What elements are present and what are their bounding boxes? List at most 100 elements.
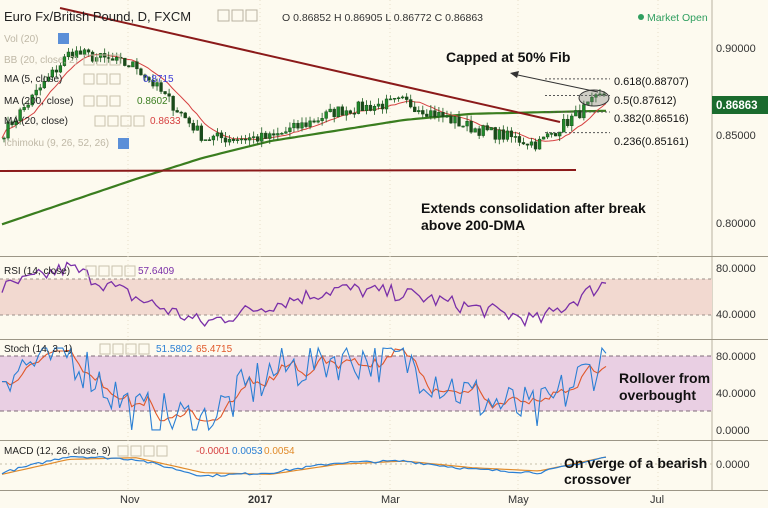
ichimoku-label: Ichimoku (9, 26, 52, 26) xyxy=(4,138,109,149)
rsi-visibility-button[interactable] xyxy=(85,265,97,277)
ma200-visibility-button[interactable] xyxy=(83,95,95,107)
candle xyxy=(260,127,264,148)
rsi-more-button[interactable] xyxy=(124,265,136,277)
candle-body xyxy=(433,110,437,118)
stoch-visibility-button[interactable] xyxy=(99,343,111,355)
legend-buttons[interactable] xyxy=(83,54,145,127)
candle-body xyxy=(316,120,320,123)
candle-body xyxy=(276,133,280,136)
ma200-settings-button[interactable] xyxy=(96,95,108,107)
ma20-settings-button[interactable] xyxy=(107,115,119,127)
candle xyxy=(155,78,159,91)
ohlc-values: O 0.86852 H 0.86905 L 0.86772 C 0.86863 xyxy=(282,12,483,24)
candle-body xyxy=(272,133,276,136)
rsi-settings-button[interactable] xyxy=(98,265,110,277)
header-close-button[interactable] xyxy=(245,9,258,22)
candle xyxy=(115,52,119,64)
ichimoku-toggle-icon[interactable] xyxy=(118,138,129,149)
candle-body xyxy=(296,122,300,129)
candle-body xyxy=(562,118,566,133)
ma5-visibility-button[interactable] xyxy=(83,73,95,85)
annotation-capped: Capped at 50% Fib xyxy=(446,49,570,65)
vol-toggle-icon[interactable] xyxy=(58,33,69,44)
candle-body xyxy=(437,111,441,118)
candle xyxy=(231,137,236,144)
ma20-visibility-button[interactable] xyxy=(94,115,106,127)
candle-body xyxy=(50,69,54,78)
candle xyxy=(288,122,292,137)
candle xyxy=(384,94,389,114)
macd-more-button[interactable] xyxy=(156,445,168,457)
header-buttons[interactable] xyxy=(217,9,258,22)
candle xyxy=(203,139,208,141)
rsi-close-button[interactable] xyxy=(111,265,123,277)
candle-body xyxy=(537,138,542,150)
candle-body xyxy=(304,122,308,127)
candle-body xyxy=(384,98,389,110)
candle-body xyxy=(497,129,501,140)
candle xyxy=(171,95,175,117)
ma20-more-button[interactable] xyxy=(133,115,145,127)
candle-body xyxy=(203,139,208,141)
stoch-close-button[interactable] xyxy=(125,343,137,355)
candle xyxy=(304,117,308,129)
header-settings-button[interactable] xyxy=(231,9,244,22)
candle xyxy=(545,131,550,140)
ma200-close-button[interactable] xyxy=(109,95,121,107)
ma5-close-button[interactable] xyxy=(109,73,121,85)
candle xyxy=(199,123,203,143)
candle xyxy=(292,119,296,133)
candle-body xyxy=(465,121,469,127)
candle-body xyxy=(457,116,461,127)
ma20-close-button[interactable] xyxy=(120,115,132,127)
candle-body xyxy=(159,82,163,92)
candle-body xyxy=(131,61,135,68)
candle-body xyxy=(558,131,562,137)
candle xyxy=(421,105,425,119)
macd-buttons[interactable] xyxy=(117,445,168,457)
candle xyxy=(372,104,377,115)
stoch-buttons[interactable] xyxy=(99,343,150,355)
candle-body xyxy=(324,111,328,119)
header-visibility-button[interactable] xyxy=(217,9,230,22)
candle xyxy=(578,104,582,120)
y-tick-085: 0.85000 xyxy=(716,130,756,142)
candle-body xyxy=(223,137,228,143)
macd-settings-button[interactable] xyxy=(130,445,142,457)
candle-body xyxy=(139,68,143,76)
x-label-jul: Jul xyxy=(650,494,664,506)
candle-body xyxy=(352,112,356,115)
candle xyxy=(58,62,63,74)
candle xyxy=(473,127,477,133)
candle-body xyxy=(517,136,522,143)
stoch-more-button[interactable] xyxy=(138,343,150,355)
candle xyxy=(368,100,373,112)
candle-body xyxy=(247,137,252,141)
rsi-buttons[interactable] xyxy=(85,265,136,277)
bb-close-button[interactable] xyxy=(109,54,121,66)
candle-body xyxy=(10,121,14,126)
candle-body xyxy=(231,138,236,141)
candle xyxy=(211,134,216,146)
macd-close-button[interactable] xyxy=(143,445,155,457)
candle-body xyxy=(409,99,413,108)
candle xyxy=(127,65,131,68)
candle xyxy=(243,134,248,144)
candle xyxy=(235,136,240,144)
candle-body xyxy=(171,95,175,111)
candle-body xyxy=(195,125,199,131)
candle xyxy=(300,117,304,132)
rsi-title: RSI (14, close) xyxy=(4,266,70,277)
candle xyxy=(54,65,59,78)
stoch-settings-button[interactable] xyxy=(112,343,124,355)
macd-value-1: -0.0001 xyxy=(196,446,230,457)
candle xyxy=(70,48,75,61)
bb-settings-button[interactable] xyxy=(96,54,108,66)
macd-visibility-button[interactable] xyxy=(117,445,129,457)
annotation-rollover-2: overbought xyxy=(619,387,696,403)
candle-body xyxy=(26,104,30,108)
candle xyxy=(485,122,489,132)
bb-visibility-button[interactable] xyxy=(83,54,95,66)
candle xyxy=(183,111,187,119)
ma5-settings-button[interactable] xyxy=(96,73,108,85)
